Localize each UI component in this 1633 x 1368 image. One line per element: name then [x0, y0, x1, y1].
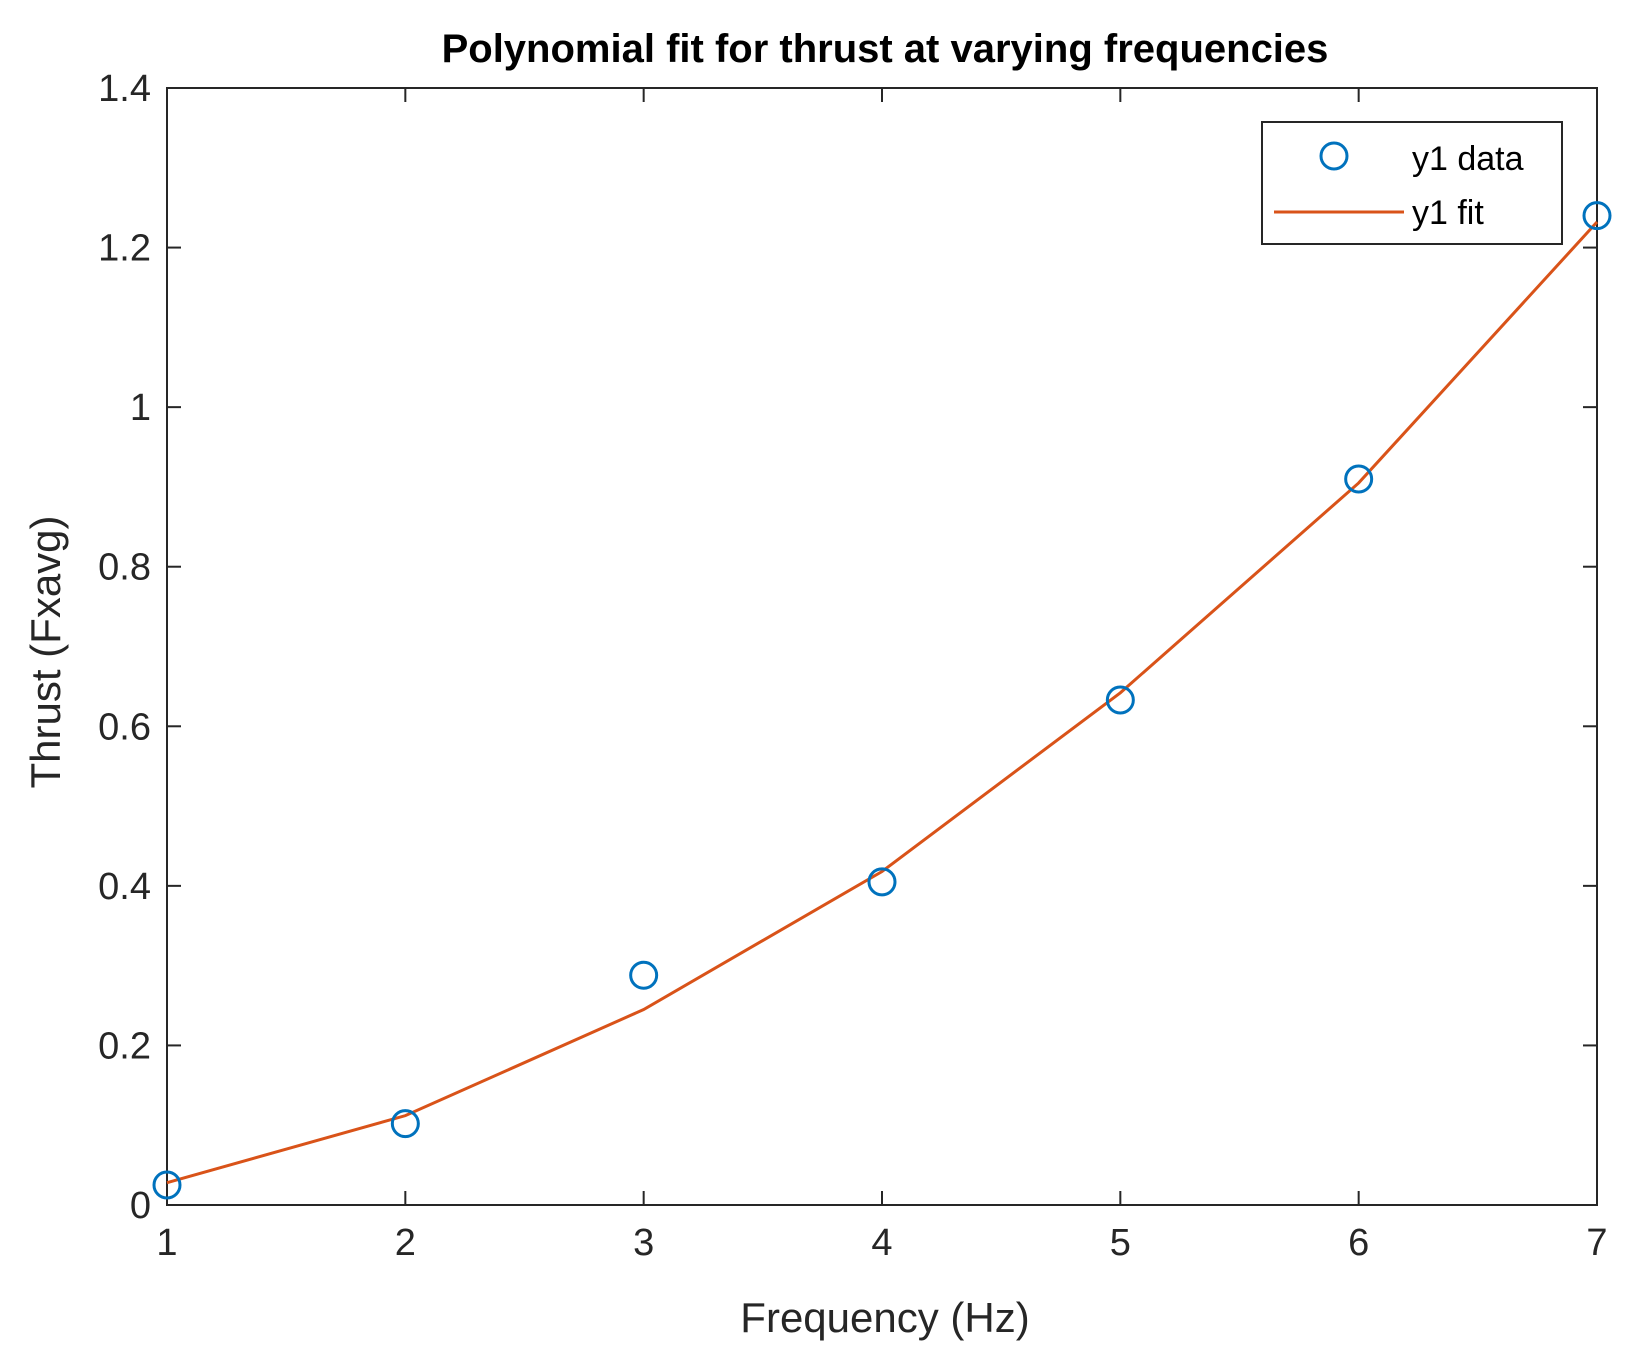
data-point: [629, 960, 659, 990]
x-tick-label: 4: [871, 1222, 892, 1264]
axes-box: [166, 87, 1598, 1206]
y-tick-label: 1.2: [98, 228, 151, 270]
x-tick-label: 2: [395, 1222, 416, 1264]
legend-box: [1261, 121, 1563, 245]
y-tick-label: 0: [130, 1185, 151, 1227]
x-tick-label: 7: [1586, 1222, 1607, 1264]
y-tick-label: 1.4: [98, 68, 151, 110]
x-axis-label: Frequency (Hz): [740, 1294, 1029, 1341]
y-tick-label: 0.4: [98, 866, 151, 908]
fit-line: [166, 221, 1599, 1185]
legend-entry-label: y1 fit: [1412, 194, 1484, 232]
y-tick-label: 0.6: [98, 706, 151, 748]
legend: y1 data y1 fit: [1261, 121, 1563, 245]
data-point: [152, 1170, 182, 1200]
x-tick-label: 5: [1110, 1222, 1131, 1264]
y-tick-label: 1: [130, 387, 151, 429]
x-tick-label: 3: [633, 1222, 654, 1264]
data-point: [1582, 201, 1612, 231]
data-point: [1344, 464, 1374, 494]
y-axis-label: Thrust (Fxavg): [22, 515, 69, 788]
plot-area: 1 2 3 4 5 6 7 0 0.2 0.4 0.6 0.8 1 1.2 1.4: [98, 68, 1612, 1264]
chart-title: Polynomial fit for thrust at varying fre…: [442, 27, 1329, 71]
legend-entry-label: y1 data: [1412, 140, 1524, 178]
data-point: [867, 867, 897, 897]
x-tick-label: 6: [1348, 1222, 1369, 1264]
y-tick-label: 0.8: [98, 547, 151, 589]
data-point: [390, 1109, 420, 1139]
data-point: [1105, 685, 1135, 715]
y-tick-label: 0.2: [98, 1025, 151, 1067]
x-tick-label: 1: [156, 1222, 177, 1264]
legend-marker-data: [1319, 141, 1349, 171]
